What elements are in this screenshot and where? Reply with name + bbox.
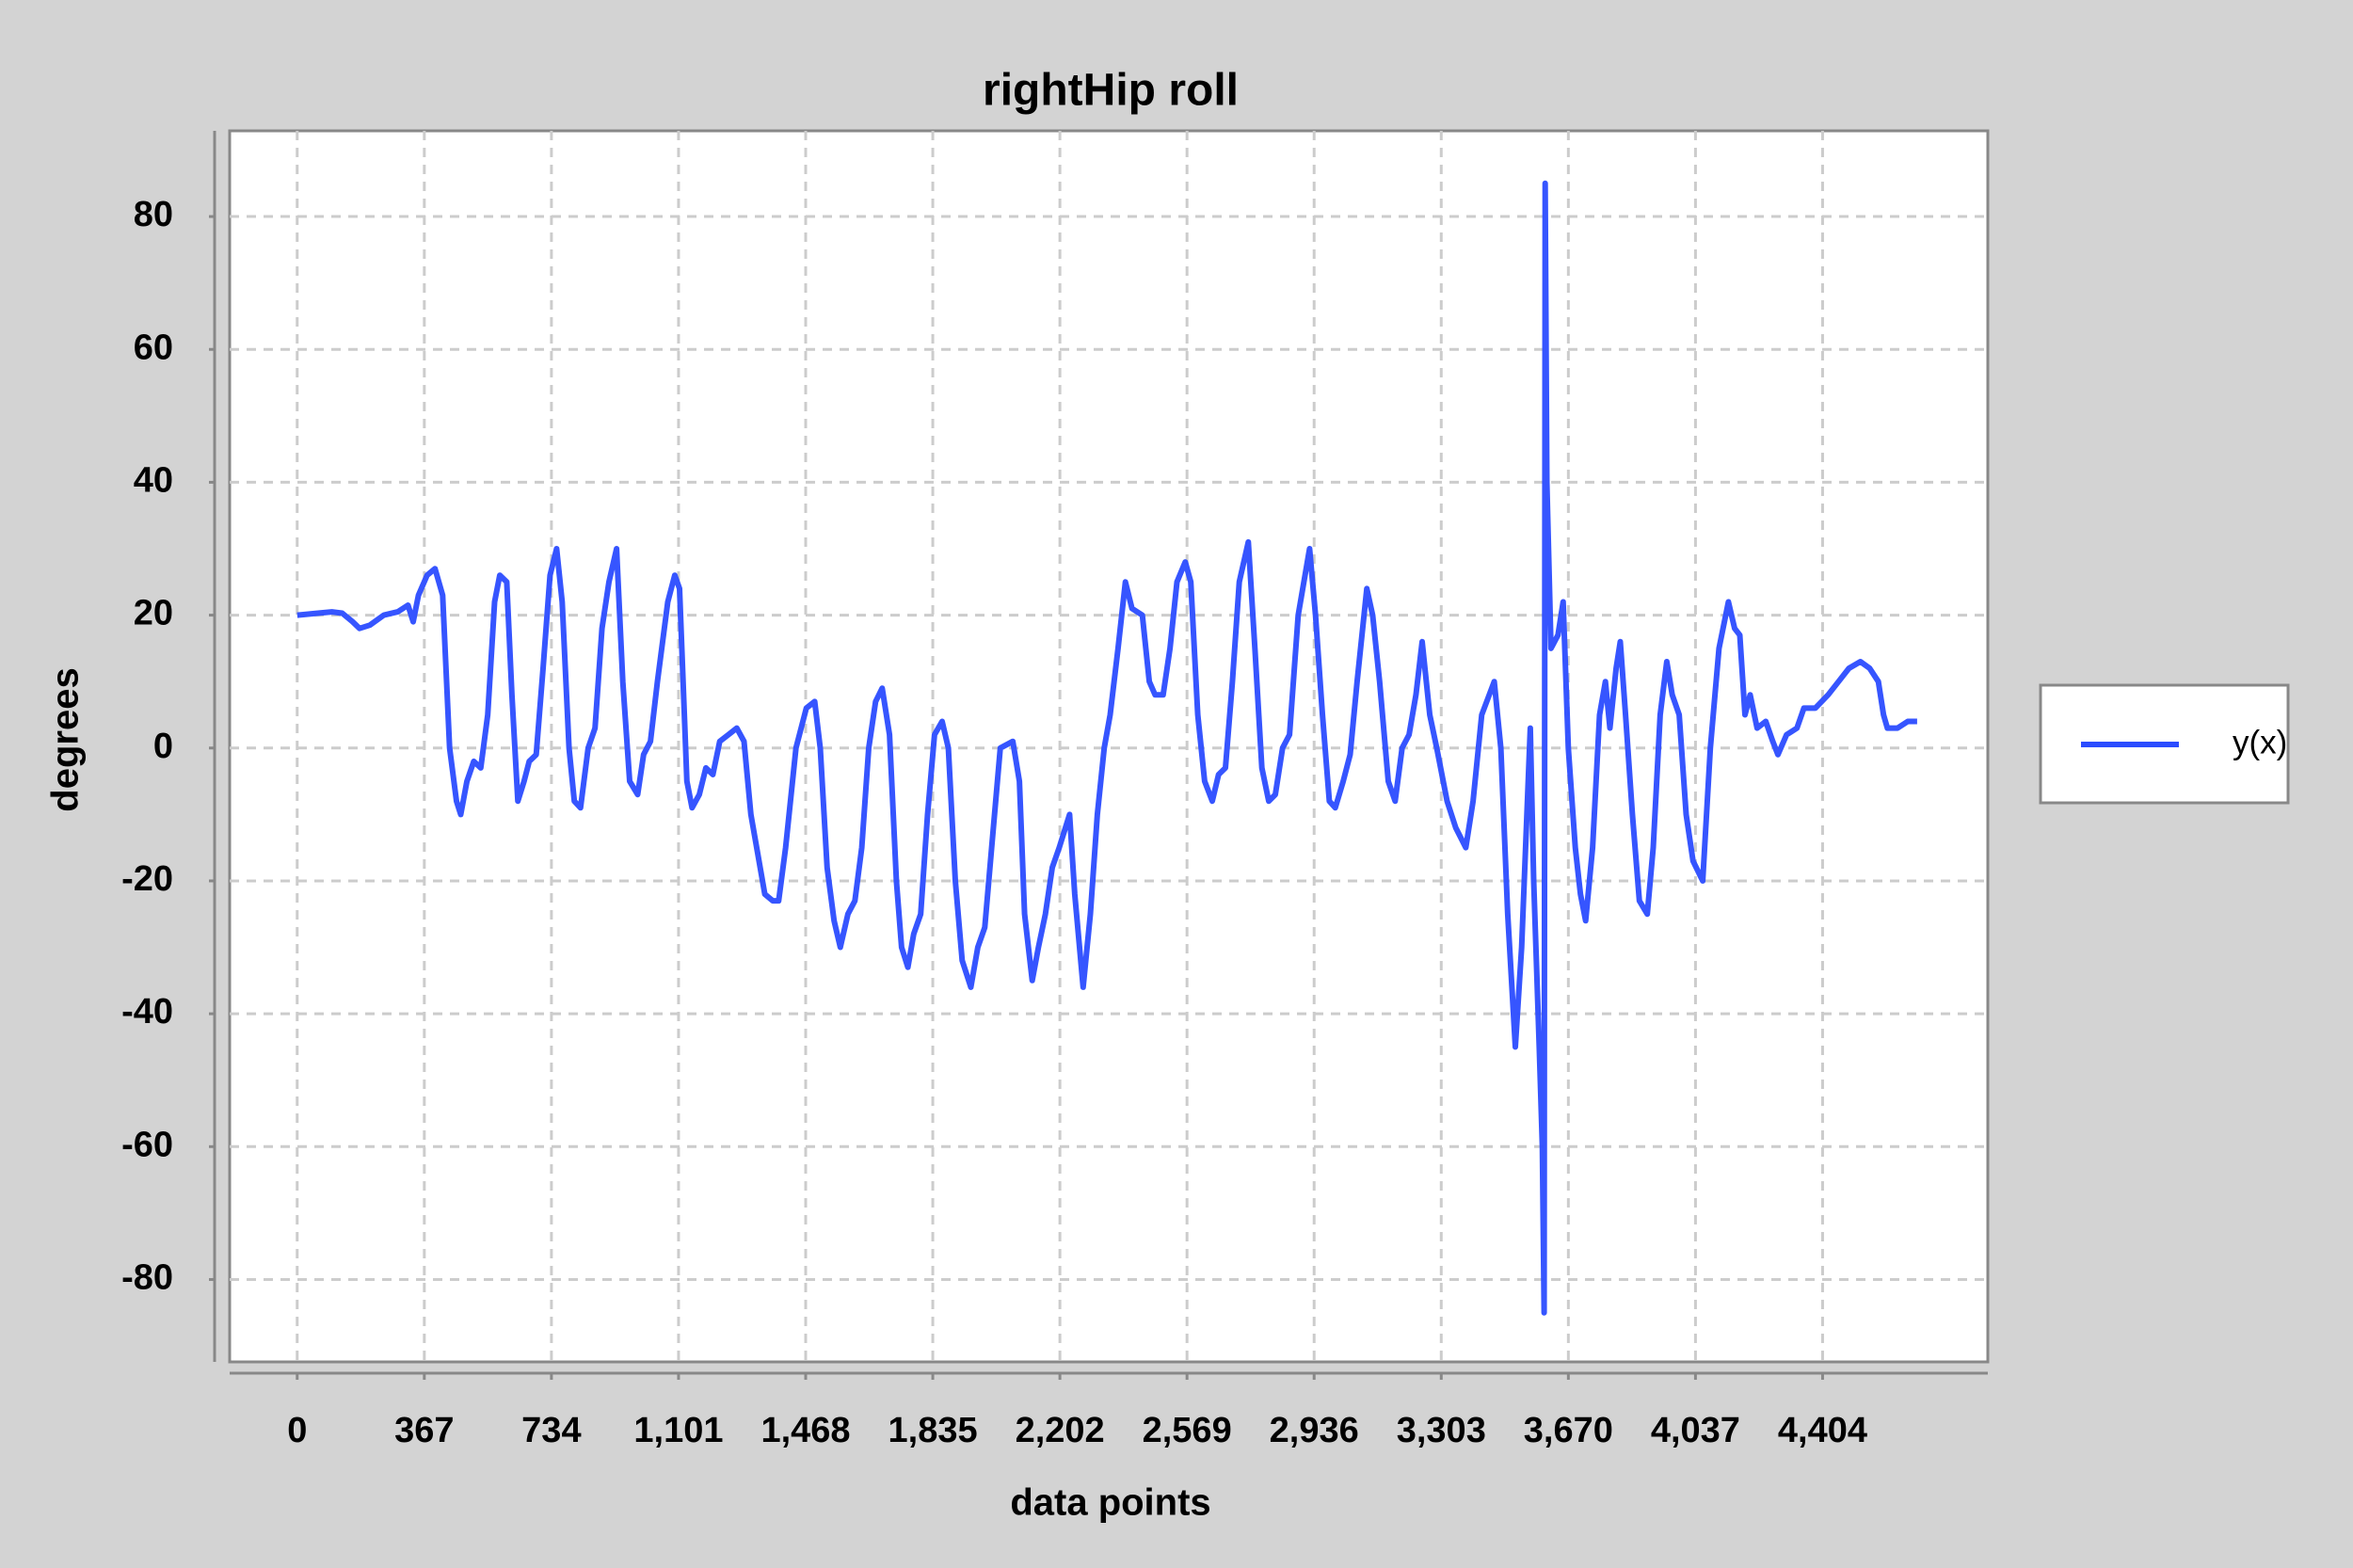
y-tick-label: 80 <box>134 195 173 234</box>
x-tick-label: 4,404 <box>1778 1411 1867 1450</box>
data-line <box>296 180 1917 1316</box>
x-tick-label: 2,936 <box>1270 1411 1359 1450</box>
x-axis-label: data points <box>1010 1482 1210 1524</box>
x-tick-label: 4,037 <box>1651 1411 1740 1450</box>
y-tick-label: -80 <box>121 1258 173 1298</box>
legend-label: y(x) <box>2233 724 2287 760</box>
x-tick-label: 0 <box>287 1411 307 1450</box>
y-tick-label: -60 <box>121 1125 173 1164</box>
y-tick-label: -40 <box>121 992 173 1032</box>
y-tick-label: 0 <box>153 727 173 766</box>
y-tick-label: 20 <box>134 594 173 633</box>
plot-area <box>228 129 1990 1364</box>
y-tick-label: 40 <box>134 460 173 500</box>
x-tick-label: 3,303 <box>1397 1411 1486 1450</box>
chart-title: rightHip roll <box>983 66 1239 116</box>
y-tick-label: -20 <box>121 859 173 899</box>
x-tick-label: 1,101 <box>633 1411 723 1450</box>
y-axis-label: degrees <box>45 667 87 811</box>
y-tick-label: 60 <box>134 328 173 367</box>
x-tick-label: 367 <box>394 1411 454 1450</box>
x-tick-label: 3,670 <box>1524 1411 1613 1450</box>
x-tick-label: 734 <box>521 1411 581 1450</box>
x-tick-label: 1,835 <box>888 1411 978 1450</box>
x-tick-label: 2,202 <box>1016 1411 1105 1450</box>
x-tick-label: 1,468 <box>760 1411 850 1450</box>
x-tick-label: 2,569 <box>1143 1411 1232 1450</box>
